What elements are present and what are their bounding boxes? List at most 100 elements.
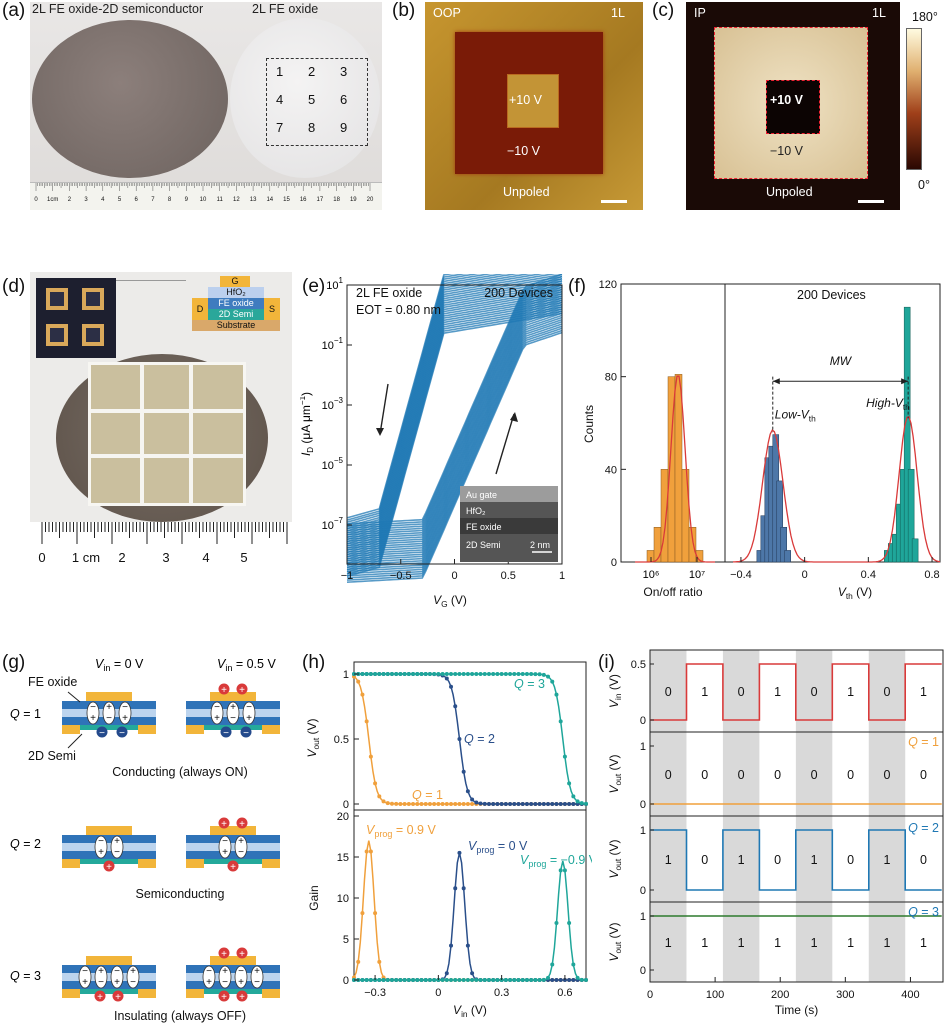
semi-label: 2D Semi	[28, 749, 76, 763]
fe-layer-top	[62, 973, 156, 981]
dipole	[94, 835, 108, 859]
h-vout-point	[537, 802, 542, 806]
i-q3-label-q: Q	[908, 905, 918, 919]
x-tick-label: −0.5	[390, 570, 412, 582]
e-ylabel: ID (μA μm−1)	[300, 392, 315, 456]
id-curve-forward	[346, 310, 563, 562]
h-vout-point	[427, 672, 432, 676]
h-vprog3-sub: prog	[528, 859, 546, 869]
h-vout-point	[567, 781, 572, 786]
y-tick-label: 0.5	[631, 659, 646, 671]
h-gain-point	[524, 978, 529, 982]
f-right-xlabel-sub: th	[846, 591, 853, 601]
id-curve-forward	[346, 325, 563, 577]
h-gain-point	[533, 977, 538, 982]
charge-top	[218, 947, 230, 959]
h-gain-point	[453, 886, 458, 891]
charge-sign: +	[230, 862, 236, 873]
h-vout-point	[453, 704, 458, 709]
h-vout-point	[461, 672, 466, 676]
ruler-label: 5	[240, 550, 247, 565]
h-vout-point	[411, 801, 416, 806]
id-curve-forward	[346, 321, 563, 573]
h-ylabel-top-sub: out	[311, 737, 321, 749]
charge-sign: −	[119, 728, 125, 739]
h-vout-point	[575, 799, 580, 804]
id-curve-forward	[346, 327, 563, 579]
dipole-sign: +	[122, 713, 128, 724]
dipole-sign: −	[82, 966, 88, 977]
h-gain-point	[427, 978, 432, 982]
wafer-dark	[32, 20, 228, 178]
q3-label: Q = 3	[10, 969, 41, 983]
h-vout-point	[465, 672, 470, 676]
y-tick-exp: −3	[334, 396, 344, 405]
e-xlabel-main: V	[433, 593, 442, 607]
i-ylabel-main: V	[607, 870, 621, 879]
i-ylabel-main: V	[607, 785, 621, 794]
i-q1-label: Q = 1	[908, 735, 939, 749]
y-tick-mant: 10	[322, 520, 334, 532]
charge-top	[236, 817, 248, 829]
ruler-label: 17	[317, 197, 324, 203]
i-bit-label: 0	[665, 685, 672, 699]
h-vout-point	[533, 672, 538, 677]
h-gain-point	[373, 911, 378, 916]
x-tick-label: 0.6	[557, 987, 572, 999]
inset-connector	[116, 280, 186, 369]
sweep-arrow-up	[495, 413, 515, 475]
h-vout-point	[461, 769, 466, 774]
caption-insulating: Insulating (always OFF)	[114, 1009, 246, 1023]
x-tick-label: 100	[706, 989, 724, 1001]
id-curve-forward	[346, 308, 563, 560]
panel-a-right-caption: 2L FE oxide	[252, 2, 319, 16]
x-tick-label: 300	[836, 989, 854, 1001]
charge	[236, 990, 248, 1002]
h-vout-point	[546, 802, 551, 806]
h-vout-point	[432, 802, 437, 806]
fe-layer-bottom	[186, 981, 280, 989]
dipole-sign: +	[246, 713, 252, 724]
charge-sign: −	[99, 728, 105, 739]
i-bit-label: 1	[665, 936, 672, 950]
h-gain-point	[457, 978, 462, 982]
h-vprog1-rest: = 0.9 V	[392, 823, 436, 837]
h-gain-point	[486, 978, 491, 982]
c-bottom-label: Unpoled	[766, 185, 813, 199]
h-vout-point	[470, 802, 475, 806]
f-left-xlabel: On/off ratio	[643, 585, 702, 599]
e-ylabel-sub: D	[306, 447, 315, 453]
dipole-sign: −	[222, 836, 228, 847]
h-gain-point	[398, 978, 403, 982]
ruler-label: 6	[135, 197, 139, 203]
h-vout-point	[499, 801, 504, 806]
x-tick-label: 0	[435, 987, 441, 999]
h-vprog2-sub: prog	[476, 845, 494, 855]
h-vout-point	[550, 802, 555, 806]
dipole	[218, 965, 232, 989]
id-curve-forward	[346, 297, 563, 549]
ruler-label: 2	[118, 550, 125, 565]
inset-scale-label: 2 nm	[530, 540, 550, 550]
i-bit-label: 0	[701, 768, 708, 782]
dipole-sign: +	[222, 847, 228, 858]
x-tick-label: −0.3	[364, 987, 386, 999]
h-gain-point	[537, 977, 542, 982]
gate	[210, 826, 256, 835]
id-curve-forward	[346, 290, 563, 542]
h-vout-point	[558, 719, 563, 724]
h-vprog3: Vprog = −0.9 V	[520, 853, 592, 869]
h-vout-point	[381, 672, 386, 676]
h-gain-point	[356, 959, 361, 964]
f-bar-onoff	[653, 527, 662, 563]
h-vout-point	[385, 672, 390, 676]
h-vprog2-rest: = 0 V	[494, 839, 528, 853]
h-gain-point	[579, 977, 584, 982]
x-tick-label: 0.4	[861, 569, 876, 581]
panel-i-label: (i)	[598, 652, 615, 673]
charge-top	[236, 947, 248, 959]
scale-bar-c	[858, 200, 884, 203]
h-vout-point	[423, 801, 428, 806]
h-vout-point	[394, 801, 399, 806]
h-vout-point	[461, 802, 466, 806]
